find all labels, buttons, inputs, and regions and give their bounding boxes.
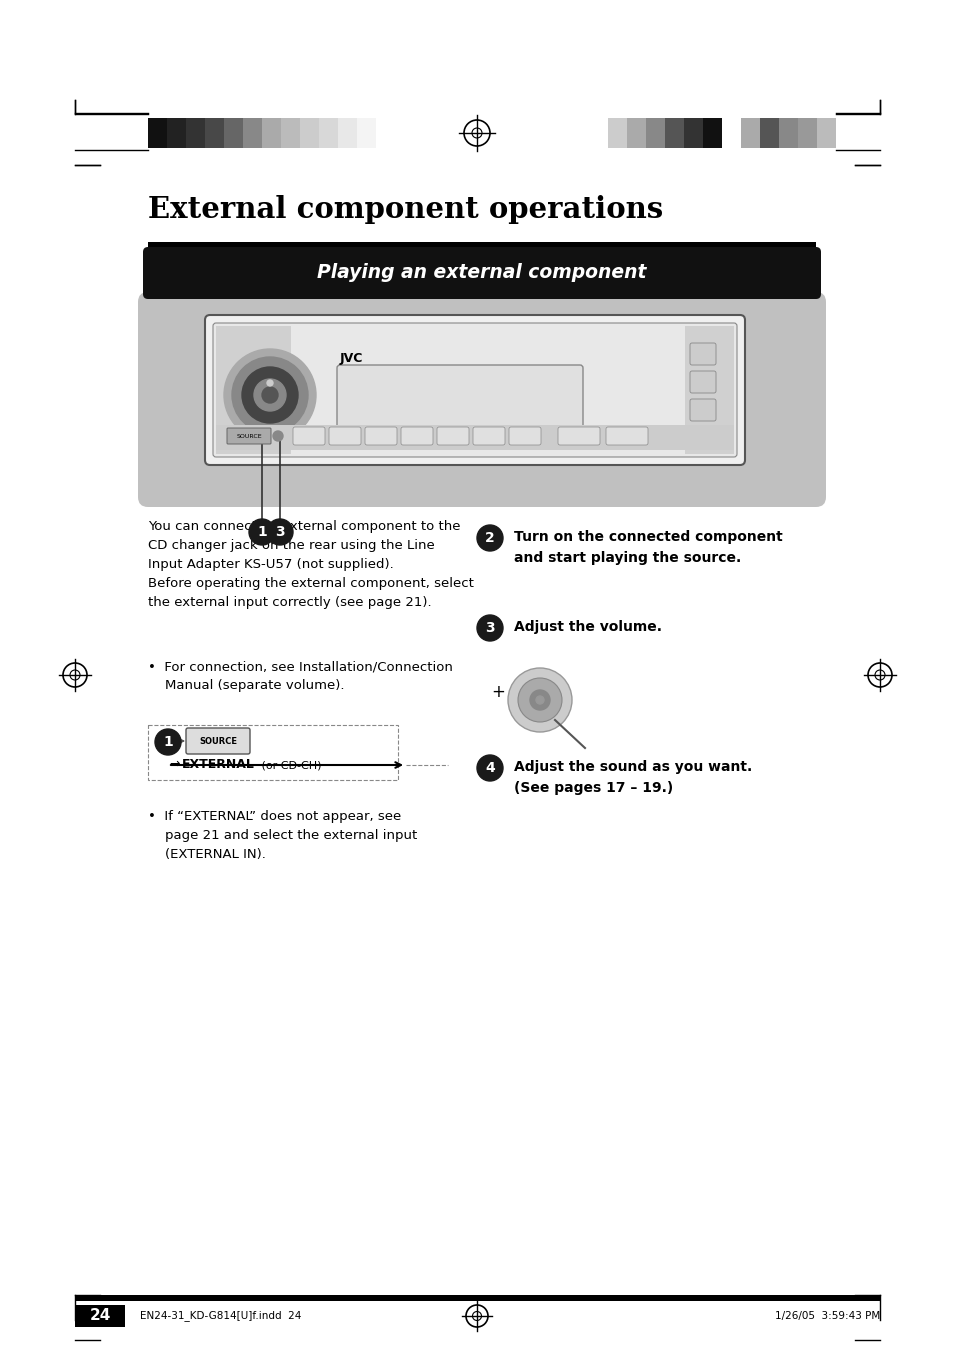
Text: SOURCE: SOURCE	[199, 736, 236, 746]
FancyBboxPatch shape	[336, 365, 582, 439]
FancyBboxPatch shape	[138, 292, 825, 507]
Text: +: +	[491, 684, 504, 701]
Text: Playing an external component: Playing an external component	[317, 263, 646, 282]
Text: 1/26/05  3:59:43 PM: 1/26/05 3:59:43 PM	[774, 1310, 879, 1321]
Bar	[702, 118, 721, 149]
Circle shape	[476, 615, 502, 640]
Text: EXTERNAL: EXTERNAL	[182, 758, 254, 771]
FancyBboxPatch shape	[227, 428, 271, 444]
FancyBboxPatch shape	[400, 427, 433, 444]
Bar	[626, 118, 645, 149]
Text: 4: 4	[485, 761, 495, 775]
Circle shape	[262, 386, 277, 403]
Bar	[607, 118, 626, 149]
FancyBboxPatch shape	[143, 247, 821, 299]
Circle shape	[476, 755, 502, 781]
Bar	[281, 118, 299, 149]
Circle shape	[273, 431, 283, 440]
Bar	[224, 118, 243, 149]
Bar	[243, 118, 262, 149]
FancyBboxPatch shape	[689, 343, 716, 365]
Circle shape	[154, 730, 181, 755]
Circle shape	[232, 357, 308, 434]
Bar	[186, 118, 205, 149]
Circle shape	[253, 380, 286, 411]
Bar	[318, 118, 337, 149]
FancyBboxPatch shape	[436, 427, 469, 444]
Circle shape	[536, 696, 543, 704]
Bar	[337, 118, 356, 149]
Text: Turn on the connected component
and start playing the source.: Turn on the connected component and star…	[514, 530, 781, 565]
Bar	[740, 118, 760, 149]
Bar	[148, 242, 815, 249]
Circle shape	[224, 349, 315, 440]
Bar	[356, 118, 375, 149]
Text: JVC: JVC	[339, 353, 363, 365]
Text: 1: 1	[163, 735, 172, 748]
Text: •  If “EXTERNAL” does not appear, see
    page 21 and select the external input
: • If “EXTERNAL” does not appear, see pag…	[148, 811, 416, 861]
Bar	[760, 118, 779, 149]
Bar	[75, 1296, 879, 1301]
Circle shape	[249, 519, 274, 544]
Circle shape	[507, 667, 572, 732]
Text: Adjust the volume.: Adjust the volume.	[514, 620, 661, 634]
Circle shape	[530, 690, 550, 711]
Circle shape	[267, 519, 293, 544]
Text: Adjust the sound as you want.
(See pages 17 – 19.): Adjust the sound as you want. (See pages…	[514, 761, 752, 794]
Bar	[75, 1305, 125, 1327]
Bar	[816, 118, 835, 149]
Bar	[299, 118, 318, 149]
Text: EN24-31_KD-G814[U]f.indd  24: EN24-31_KD-G814[U]f.indd 24	[140, 1310, 301, 1321]
Circle shape	[517, 678, 561, 721]
FancyBboxPatch shape	[689, 399, 716, 422]
Text: 2: 2	[485, 531, 495, 544]
Text: 3: 3	[485, 621, 495, 635]
Bar	[148, 118, 167, 149]
Text: You can connect an external component to the
CD changer jack on the rear using t: You can connect an external component to…	[148, 520, 474, 609]
Bar	[148, 725, 397, 780]
Bar	[205, 118, 224, 149]
Bar	[683, 118, 702, 149]
Text: SOURCE: SOURCE	[236, 434, 261, 439]
Bar	[779, 118, 797, 149]
Bar	[262, 118, 281, 149]
Circle shape	[476, 526, 502, 551]
Text: 3: 3	[274, 526, 285, 539]
FancyBboxPatch shape	[215, 326, 291, 454]
FancyBboxPatch shape	[605, 427, 647, 444]
FancyBboxPatch shape	[213, 323, 737, 457]
Bar	[215, 426, 733, 450]
Bar	[797, 118, 816, 149]
Text: •  For connection, see Installation/Connection
    Manual (separate volume).: • For connection, see Installation/Conne…	[148, 661, 453, 692]
Text: (or CD-CH): (or CD-CH)	[257, 761, 321, 770]
FancyBboxPatch shape	[329, 427, 360, 444]
FancyBboxPatch shape	[186, 728, 250, 754]
Bar	[167, 118, 186, 149]
Circle shape	[267, 380, 273, 386]
FancyBboxPatch shape	[365, 427, 396, 444]
Text: 24: 24	[90, 1309, 111, 1324]
FancyBboxPatch shape	[558, 427, 599, 444]
Text: External component operations: External component operations	[148, 195, 662, 224]
FancyBboxPatch shape	[509, 427, 540, 444]
Bar	[645, 118, 664, 149]
FancyBboxPatch shape	[205, 315, 744, 465]
Text: →: →	[170, 758, 184, 771]
Bar	[721, 118, 740, 149]
Bar	[664, 118, 683, 149]
FancyBboxPatch shape	[684, 326, 733, 454]
FancyBboxPatch shape	[293, 427, 325, 444]
Circle shape	[242, 367, 297, 423]
FancyBboxPatch shape	[473, 427, 504, 444]
FancyBboxPatch shape	[689, 372, 716, 393]
Text: 1: 1	[257, 526, 267, 539]
